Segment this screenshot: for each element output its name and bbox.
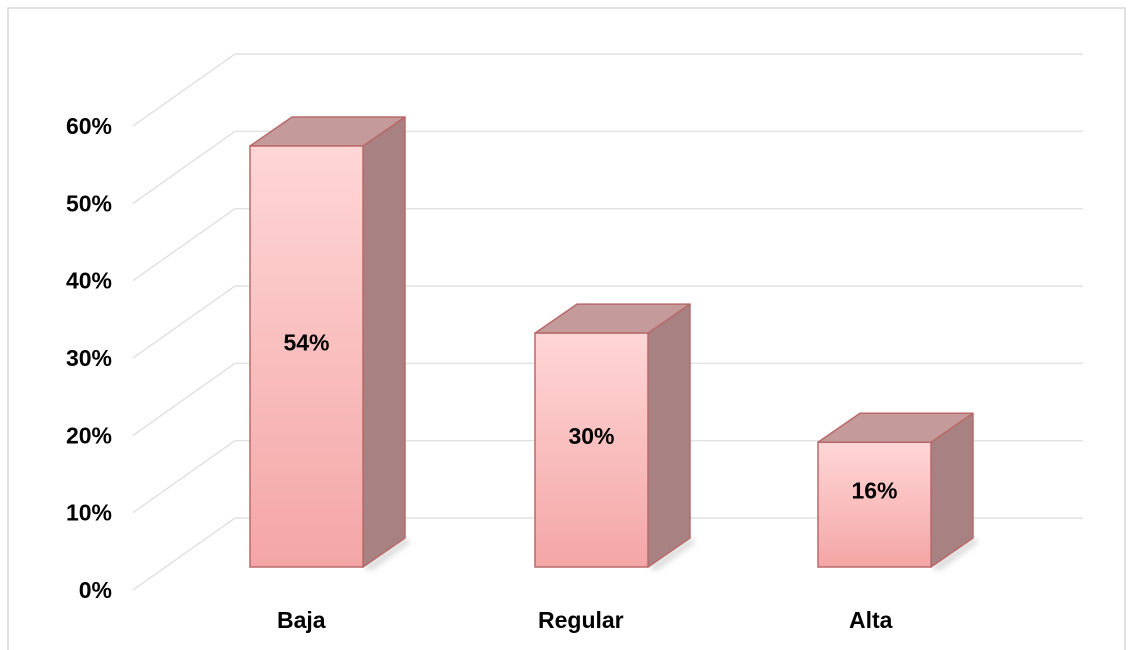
y-tick-label: 50% [66,190,112,216]
gridline-6 [132,53,1083,127]
y-tick-label: 0% [79,577,112,603]
bar-baja: 54% [249,116,411,571]
bar-alta: 16% [817,412,979,571]
data-label: 54% [283,330,329,356]
data-label: 30% [568,423,614,449]
x-axis-categories: Baja Regular Alta [277,607,893,633]
y-axis-ticks: 0% 10% 20% 30% 40% 50% 60% [66,113,112,603]
category-label: Regular [538,607,624,633]
y-tick-label: 30% [66,345,112,371]
y-tick-label: 20% [66,422,112,448]
bars: 54% 30% 16% [249,116,979,571]
data-label: 16% [851,478,897,504]
category-label: Alta [849,607,893,633]
y-tick-label: 10% [66,500,112,526]
category-label: Baja [277,607,326,633]
bar-regular: 30% [534,303,696,571]
y-tick-label: 40% [66,268,112,294]
y-tick-label: 60% [66,113,112,139]
